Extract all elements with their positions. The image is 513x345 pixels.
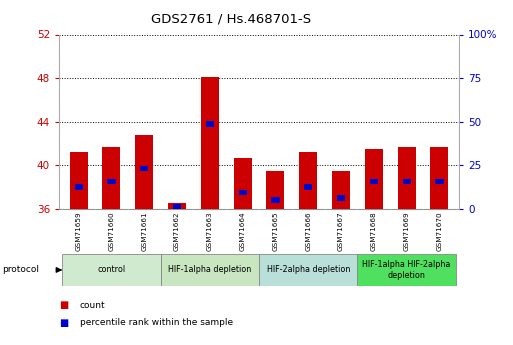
Bar [398, 147, 416, 209]
Bar [140, 166, 148, 171]
Text: HIF-1alpha HIF-2alpha
depletion: HIF-1alpha HIF-2alpha depletion [363, 260, 451, 280]
Text: protocol: protocol [3, 265, 40, 275]
Text: control: control [97, 265, 126, 275]
Bar [70, 152, 88, 209]
Bar [135, 135, 153, 209]
Bar [332, 171, 350, 209]
Bar [299, 152, 317, 209]
Text: HIF-2alpha depletion: HIF-2alpha depletion [267, 265, 350, 275]
Text: count: count [80, 301, 105, 310]
Bar [266, 171, 285, 209]
Bar [206, 121, 214, 127]
Text: GSM71668: GSM71668 [371, 211, 377, 251]
Bar [259, 254, 358, 286]
Bar [436, 179, 444, 184]
Text: GSM71662: GSM71662 [174, 211, 180, 251]
Bar [358, 254, 456, 286]
Text: GSM71667: GSM71667 [338, 211, 344, 251]
Bar [161, 254, 259, 286]
Bar [107, 179, 115, 184]
Bar [233, 158, 252, 209]
Text: GSM71670: GSM71670 [437, 211, 442, 251]
Text: ■: ■ [59, 300, 68, 310]
Text: GSM71665: GSM71665 [272, 211, 279, 251]
Bar [365, 149, 383, 209]
Text: GSM71669: GSM71669 [404, 211, 410, 251]
Text: GSM71663: GSM71663 [207, 211, 213, 251]
Bar [168, 203, 186, 209]
Text: ■: ■ [59, 318, 68, 327]
Text: GDS2761 / Hs.468701-S: GDS2761 / Hs.468701-S [151, 12, 311, 25]
Bar [271, 197, 280, 203]
Text: GSM71660: GSM71660 [108, 211, 114, 251]
Bar [304, 184, 312, 190]
Bar [74, 184, 83, 190]
Text: GSM71664: GSM71664 [240, 211, 246, 251]
Bar [239, 190, 247, 195]
Text: GSM71666: GSM71666 [305, 211, 311, 251]
Bar [403, 179, 411, 184]
Bar [337, 195, 345, 200]
Bar [370, 179, 378, 184]
Bar [103, 147, 121, 209]
Text: GSM71661: GSM71661 [141, 211, 147, 251]
Bar [430, 147, 448, 209]
Text: HIF-1alpha depletion: HIF-1alpha depletion [168, 265, 251, 275]
Bar [62, 254, 161, 286]
Bar [173, 204, 181, 209]
Text: percentile rank within the sample: percentile rank within the sample [80, 318, 232, 327]
Bar [201, 77, 219, 209]
Text: GSM71659: GSM71659 [76, 211, 82, 251]
